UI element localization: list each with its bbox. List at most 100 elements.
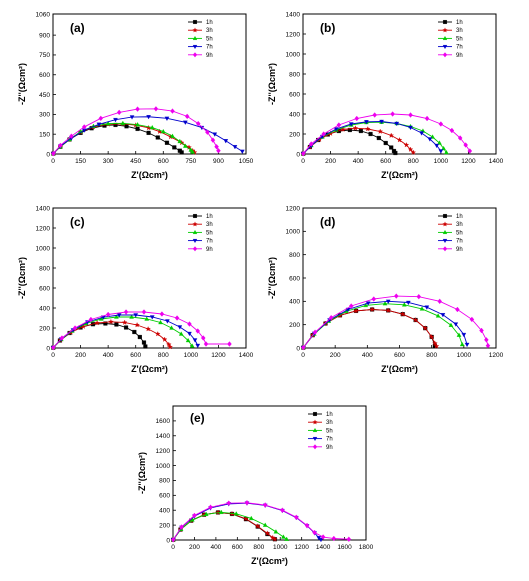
- x-tick-label: 1000: [457, 352, 472, 359]
- data-point: [132, 329, 137, 335]
- x-tick-label: 1400: [316, 544, 331, 551]
- legend-marker: [192, 35, 198, 40]
- plot-frame: [302, 207, 497, 349]
- data-point: [399, 311, 406, 317]
- data-point: [433, 343, 440, 349]
- data-point: [227, 341, 232, 347]
- data-point: [419, 306, 425, 311]
- legend-marker: [193, 214, 197, 218]
- data-point: [412, 317, 419, 323]
- data-point: [449, 127, 455, 134]
- y-tick-label: 800: [289, 71, 300, 78]
- y-tick-label: 450: [39, 92, 50, 99]
- series-line: [53, 108, 219, 154]
- x-tick-label: 1400: [489, 158, 504, 165]
- data-point: [300, 150, 306, 157]
- legend-label: 3h: [456, 28, 463, 34]
- legend-label: 3h: [206, 28, 213, 34]
- data-point: [321, 131, 326, 137]
- x-axis-title: Z'(Ωcm²): [131, 170, 168, 180]
- legend-label: 9h: [456, 53, 463, 59]
- data-point: [427, 137, 433, 142]
- data-point: [133, 313, 139, 318]
- legend-item-9h: 9h: [188, 52, 213, 59]
- data-point: [218, 509, 224, 514]
- legend-marker: [442, 239, 448, 244]
- chart-e: 0 200 400 600 800 1000 1200 1400 1600 1800 0 200 400…: [137, 405, 374, 566]
- data-point: [352, 125, 359, 131]
- x-tick-label: 800: [426, 352, 437, 359]
- data-point: [435, 313, 441, 318]
- data-point: [170, 108, 175, 114]
- series-7h: [300, 119, 444, 157]
- legend-marker: [312, 444, 318, 450]
- x-tick-label: 600: [130, 352, 141, 359]
- data-point: [105, 121, 111, 126]
- data-point: [328, 314, 334, 321]
- legend-item-1h: 1h: [188, 20, 213, 26]
- data-point: [333, 127, 339, 132]
- y-tick-label: 300: [39, 112, 50, 119]
- legend-marker: [442, 52, 448, 58]
- x-tick-label: 1400: [239, 352, 254, 359]
- y-tick-label: 1200: [286, 205, 301, 212]
- y-tick-label: 1200: [286, 31, 301, 38]
- y-tick-label: 1060: [36, 11, 51, 18]
- legend-label: 9h: [206, 53, 213, 59]
- data-point: [179, 150, 184, 155]
- x-tick-label: 400: [353, 158, 364, 165]
- legend-item-9h: 9h: [188, 246, 213, 253]
- y-tick-label: 200: [289, 131, 300, 138]
- y-tick-label: 800: [159, 478, 170, 485]
- legend-label: 3h: [456, 222, 463, 228]
- data-point: [262, 502, 268, 508]
- x-tick-label: 200: [325, 158, 336, 165]
- legend-marker: [443, 214, 447, 218]
- data-point: [212, 132, 218, 137]
- x-tick-label: 750: [185, 158, 196, 165]
- data-point: [382, 301, 388, 306]
- data-point: [155, 135, 160, 140]
- series-7h: [51, 115, 245, 157]
- legend: 1h 3h 5h 7h 9h: [188, 214, 213, 253]
- data-point: [312, 329, 318, 335]
- data-point: [149, 124, 155, 130]
- data-point: [124, 124, 129, 129]
- data-point: [135, 126, 140, 131]
- legend-item-7h: 7h: [308, 437, 333, 443]
- legend-label: 1h: [456, 20, 463, 26]
- data-point: [479, 327, 484, 334]
- legend-label: 5h: [206, 36, 213, 42]
- data-point: [438, 149, 444, 154]
- panel-d: 0 200 400 600 800 1000 1200 0 200 400 600 800 1000 12…: [258, 198, 510, 384]
- data-point: [273, 529, 279, 534]
- data-point: [463, 142, 468, 148]
- data-point: [123, 309, 129, 315]
- legend-label: 9h: [326, 445, 333, 451]
- data-point: [129, 314, 134, 319]
- plot-frame: [52, 207, 247, 349]
- data-point: [383, 140, 388, 146]
- series-1h: [171, 510, 277, 542]
- data-point: [192, 512, 197, 519]
- data-point: [200, 335, 206, 341]
- data-point: [108, 318, 114, 325]
- y-tick-label: 800: [289, 252, 300, 259]
- legend-item-5h: 5h: [308, 427, 333, 434]
- x-tick-label: 0: [171, 544, 175, 551]
- series-9h: [50, 309, 232, 351]
- data-point: [453, 322, 459, 327]
- y-tick-label: 150: [39, 131, 50, 138]
- legend-item-3h: 3h: [438, 27, 463, 34]
- data-point: [167, 344, 173, 350]
- data-point: [244, 500, 250, 506]
- series-line: [302, 309, 436, 348]
- data-point: [456, 332, 462, 337]
- x-tick-label: 600: [232, 544, 243, 551]
- data-point: [320, 534, 326, 540]
- data-point: [185, 337, 191, 343]
- panel-e: 0 200 400 600 800 1000 1200 1400 1600 1800 0 200 400…: [128, 392, 380, 576]
- data-point: [141, 340, 147, 345]
- x-tick-label: 0: [301, 352, 305, 359]
- data-point: [388, 132, 394, 138]
